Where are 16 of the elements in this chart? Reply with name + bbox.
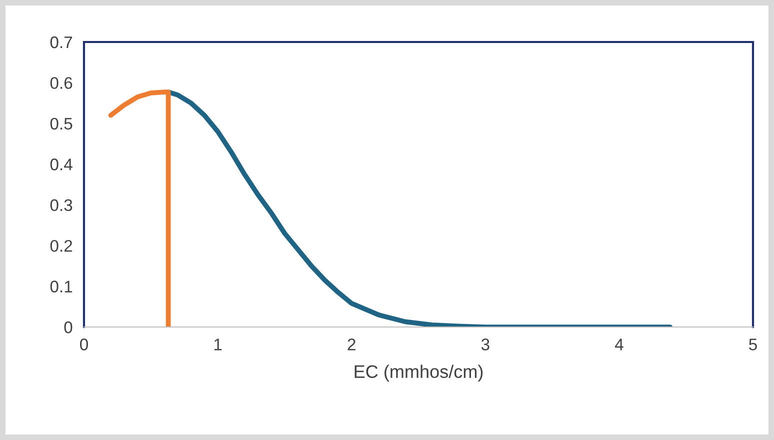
x-tick-label: 5: [749, 338, 757, 350]
x-axis-title: EC (mmhos/cm): [354, 364, 483, 382]
y-tick-label: 0.7: [50, 36, 72, 48]
x-tick-label: 0: [80, 338, 88, 350]
y-tick-label: 0: [64, 321, 72, 334]
y-tick-label: 0.6: [50, 77, 72, 89]
x-tick-label: 2: [348, 338, 356, 350]
y-tick-label: 0.3: [50, 199, 72, 212]
y-tick-label: 0.5: [50, 118, 72, 130]
y-tick-label: 0.4: [50, 158, 72, 170]
x-tick-label: 3: [481, 338, 490, 350]
x-tick-label: 4: [614, 338, 624, 350]
line-series: [108, 90, 171, 327]
y-tick-label: 0.2: [50, 240, 72, 252]
y-tick-label: 0.1: [50, 280, 72, 292]
x-tick-label: 1: [214, 338, 222, 350]
